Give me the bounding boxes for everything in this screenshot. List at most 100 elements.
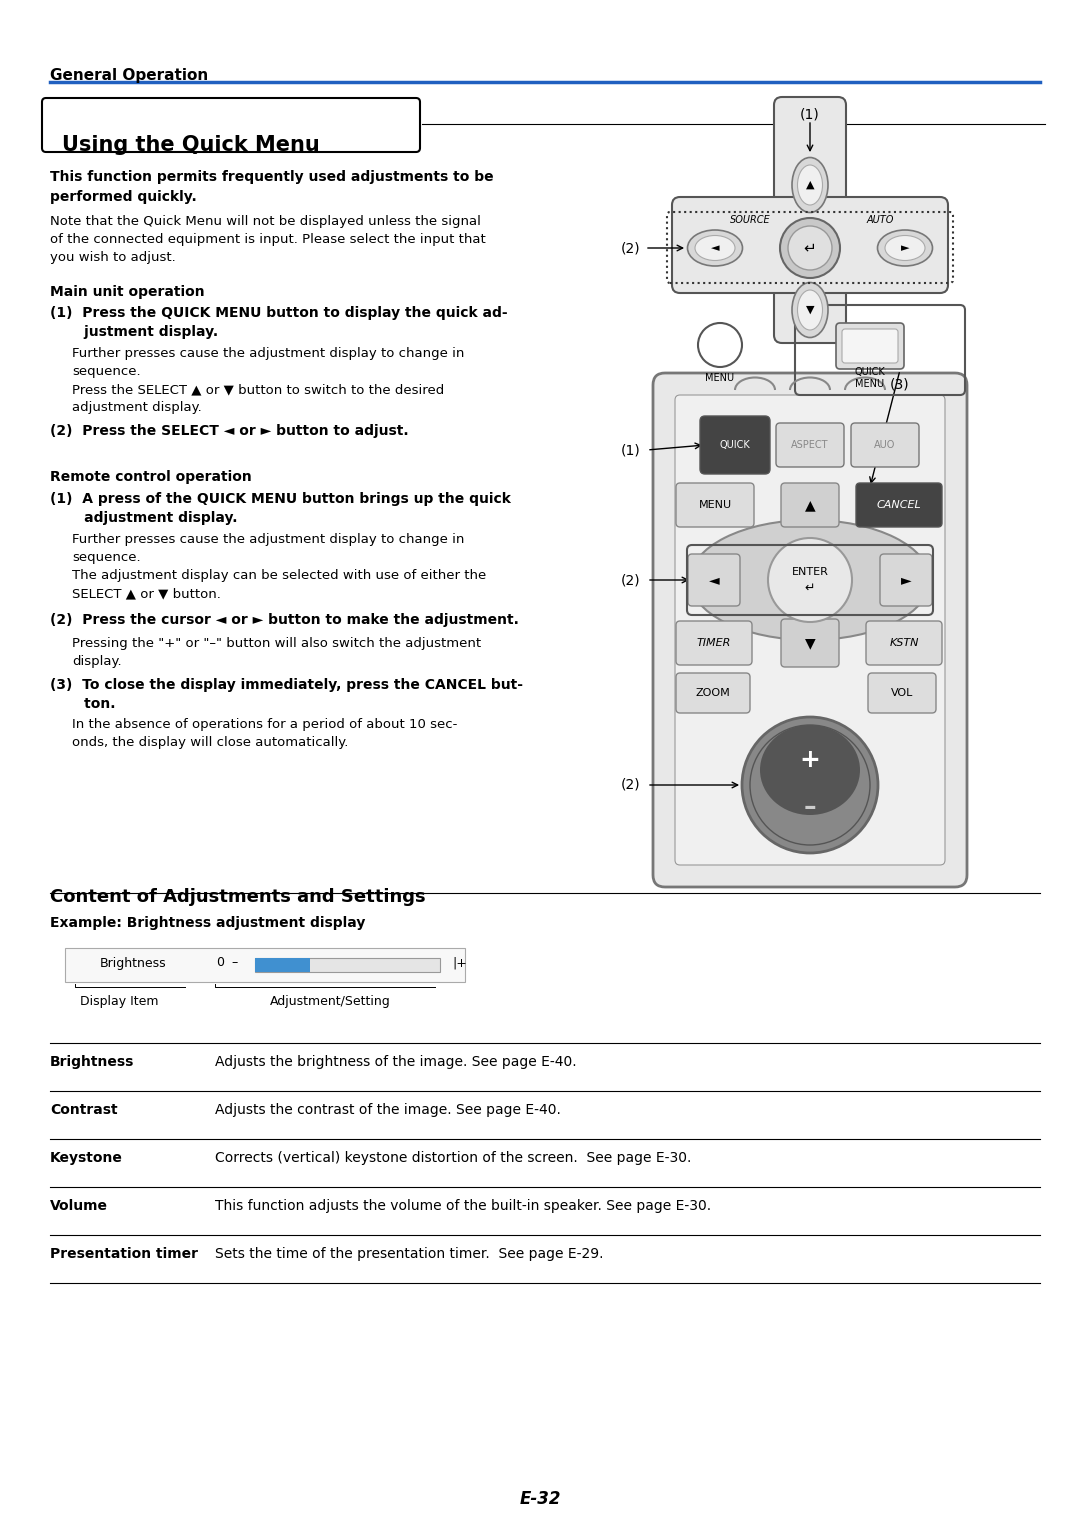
FancyBboxPatch shape <box>675 395 945 865</box>
Text: (3): (3) <box>890 377 909 391</box>
Circle shape <box>780 218 840 278</box>
Text: Adjusts the contrast of the image. See page E-40.: Adjusts the contrast of the image. See p… <box>215 1103 561 1117</box>
Text: SOURCE: SOURCE <box>730 215 770 224</box>
Ellipse shape <box>885 235 924 261</box>
Text: MENU: MENU <box>699 501 731 510</box>
Text: Brightness: Brightness <box>50 1054 134 1070</box>
Text: Main unit operation: Main unit operation <box>50 285 204 299</box>
Text: |+: |+ <box>453 957 468 969</box>
Bar <box>65 948 465 983</box>
Text: ▲: ▲ <box>806 180 814 191</box>
Text: (1): (1) <box>800 108 820 122</box>
FancyBboxPatch shape <box>42 98 420 153</box>
Text: ↵: ↵ <box>805 581 815 595</box>
Text: In the absence of operations for a period of about 10 sec-
onds, the display wil: In the absence of operations for a perio… <box>72 719 457 749</box>
Text: +: + <box>799 748 821 772</box>
Text: (2)  Press the cursor ◄ or ► button to make the adjustment.: (2) Press the cursor ◄ or ► button to ma… <box>50 613 518 627</box>
FancyBboxPatch shape <box>777 423 843 467</box>
Ellipse shape <box>688 230 743 266</box>
Text: ASPECT: ASPECT <box>792 439 828 450</box>
FancyBboxPatch shape <box>842 330 897 363</box>
FancyBboxPatch shape <box>868 673 936 713</box>
Text: (2)  Press the SELECT ◄ or ► button to adjust.: (2) Press the SELECT ◄ or ► button to ad… <box>50 424 408 438</box>
FancyBboxPatch shape <box>851 423 919 467</box>
Ellipse shape <box>792 282 828 337</box>
Text: (1)  A press of the QUICK MENU button brings up the quick
       adjustment disp: (1) A press of the QUICK MENU button bri… <box>50 491 511 525</box>
FancyBboxPatch shape <box>700 417 770 475</box>
Text: ►: ► <box>901 243 909 253</box>
Text: Using the Quick Menu: Using the Quick Menu <box>62 134 320 156</box>
Text: ↵: ↵ <box>804 241 816 255</box>
Text: MENU: MENU <box>705 372 734 383</box>
Text: VOL: VOL <box>891 688 914 697</box>
Text: Display Item: Display Item <box>80 995 159 1009</box>
Text: Brightness: Brightness <box>99 957 166 969</box>
FancyBboxPatch shape <box>701 423 769 467</box>
Text: QUICK: QUICK <box>719 439 751 450</box>
Text: Keystone: Keystone <box>50 1151 123 1164</box>
Text: Example: Brightness adjustment display: Example: Brightness adjustment display <box>50 916 365 929</box>
Text: Content of Adjustments and Settings: Content of Adjustments and Settings <box>50 888 426 906</box>
FancyBboxPatch shape <box>781 484 839 526</box>
Text: Corrects (vertical) keystone distortion of the screen.  See page E-30.: Corrects (vertical) keystone distortion … <box>215 1151 691 1164</box>
Circle shape <box>788 226 832 270</box>
Text: Presentation timer: Presentation timer <box>50 1247 198 1260</box>
Text: This function permits frequently used adjustments to be
performed quickly.: This function permits frequently used ad… <box>50 169 494 203</box>
FancyBboxPatch shape <box>688 554 740 606</box>
Text: Contrast: Contrast <box>50 1103 118 1117</box>
Text: ▲: ▲ <box>805 497 815 513</box>
FancyBboxPatch shape <box>653 372 967 887</box>
Text: (2): (2) <box>620 241 640 255</box>
Text: ◄: ◄ <box>711 243 719 253</box>
Text: ◄: ◄ <box>708 572 719 588</box>
FancyBboxPatch shape <box>676 621 752 665</box>
Text: ▼: ▼ <box>806 305 814 314</box>
Text: (2): (2) <box>620 778 640 792</box>
Text: Pressing the "+" or "–" button will also switch the adjustment
display.: Pressing the "+" or "–" button will also… <box>72 636 481 668</box>
Circle shape <box>742 717 878 853</box>
Ellipse shape <box>760 725 860 815</box>
Text: ENTER: ENTER <box>792 568 828 577</box>
Text: Note that the Quick Menu will not be displayed unless the signal
of the connecte: Note that the Quick Menu will not be dis… <box>50 215 486 264</box>
Text: General Operation: General Operation <box>50 69 208 82</box>
Text: Adjusts the brightness of the image. See page E-40.: Adjusts the brightness of the image. See… <box>215 1054 577 1070</box>
Text: Sets the time of the presentation timer.  See page E-29.: Sets the time of the presentation timer.… <box>215 1247 604 1260</box>
Text: E-32: E-32 <box>519 1489 561 1508</box>
FancyBboxPatch shape <box>774 98 846 343</box>
Text: –: – <box>232 957 238 969</box>
FancyBboxPatch shape <box>880 554 932 606</box>
Text: KSTN: KSTN <box>889 638 919 649</box>
Text: CANCEL: CANCEL <box>877 501 921 510</box>
Text: This function adjusts the volume of the built-in speaker. See page E-30.: This function adjusts the volume of the … <box>215 1199 711 1213</box>
Text: AUTO: AUTO <box>866 215 893 224</box>
FancyBboxPatch shape <box>676 673 750 713</box>
Ellipse shape <box>797 165 823 204</box>
Text: ZOOM: ZOOM <box>696 688 730 697</box>
Text: Remote control operation: Remote control operation <box>50 470 252 484</box>
FancyBboxPatch shape <box>676 484 754 526</box>
Text: ►: ► <box>901 572 912 588</box>
Text: –: – <box>804 795 816 819</box>
FancyBboxPatch shape <box>866 621 942 665</box>
Text: Adjustment/Setting: Adjustment/Setting <box>270 995 391 1009</box>
Bar <box>789 214 831 278</box>
Ellipse shape <box>792 157 828 212</box>
Ellipse shape <box>690 520 930 639</box>
Text: (1): (1) <box>620 443 640 456</box>
Text: (1)  Press the QUICK MENU button to display the quick ad-
       justment displa: (1) Press the QUICK MENU button to displ… <box>50 307 508 339</box>
Bar <box>255 958 310 972</box>
Text: ▼: ▼ <box>805 636 815 650</box>
Text: (3)  To close the display immediately, press the CANCEL but-
       ton.: (3) To close the display immediately, pr… <box>50 678 523 711</box>
Circle shape <box>768 539 852 623</box>
Text: TIMER: TIMER <box>697 638 731 649</box>
FancyBboxPatch shape <box>781 620 839 667</box>
Bar <box>255 958 440 972</box>
FancyBboxPatch shape <box>672 197 948 293</box>
Ellipse shape <box>877 230 932 266</box>
FancyBboxPatch shape <box>836 324 904 369</box>
Text: Further presses cause the adjustment display to change in
sequence.
Press the SE: Further presses cause the adjustment dis… <box>72 346 464 414</box>
Ellipse shape <box>696 235 735 261</box>
Text: (2): (2) <box>620 572 640 588</box>
Text: QUICK
MENU: QUICK MENU <box>854 368 886 389</box>
Text: Further presses cause the adjustment display to change in
sequence.
The adjustme: Further presses cause the adjustment dis… <box>72 533 486 600</box>
